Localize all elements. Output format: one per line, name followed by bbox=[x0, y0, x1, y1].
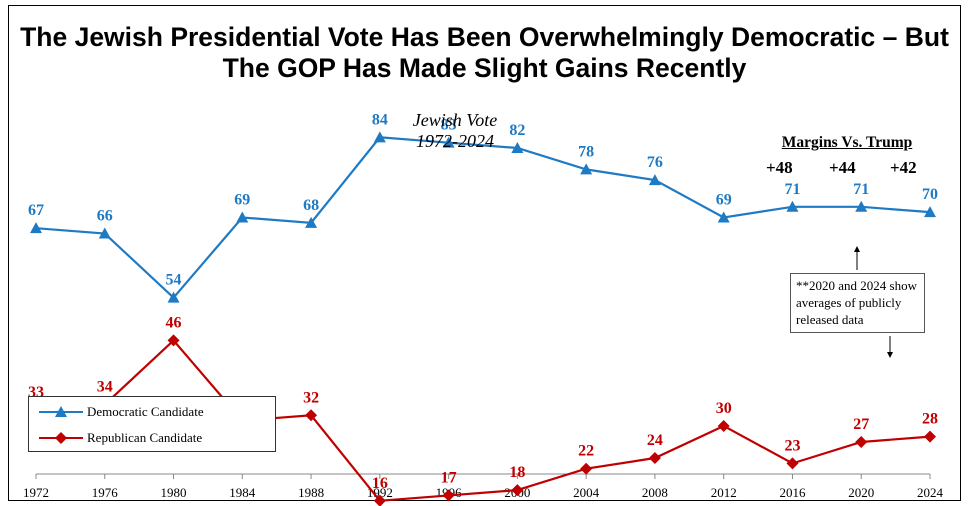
republican-data-label: 22 bbox=[578, 443, 594, 460]
note-box: **2020 and 2024 show averages of publicl… bbox=[790, 273, 925, 333]
democratic-data-label: 83 bbox=[441, 117, 457, 134]
democratic-point bbox=[98, 227, 111, 239]
democratic-point bbox=[305, 216, 318, 228]
republican-data-label: 23 bbox=[784, 437, 800, 454]
democratic-data-label: 82 bbox=[509, 122, 525, 139]
republican-data-label: 34 bbox=[97, 379, 113, 396]
republican-data-label: 46 bbox=[166, 314, 182, 331]
margins-box: Margins Vs. Trump +48 +44 +42 bbox=[752, 134, 942, 177]
republican-point bbox=[305, 409, 318, 422]
republican-point bbox=[373, 494, 386, 506]
democratic-data-label: 68 bbox=[303, 197, 319, 214]
republican-point bbox=[442, 489, 455, 502]
legend-item-republican: Republican Candidate bbox=[37, 429, 202, 447]
legend-republican-swatch bbox=[39, 432, 83, 444]
republican-point bbox=[648, 452, 661, 465]
democratic-point bbox=[511, 142, 524, 154]
democratic-data-label: 78 bbox=[578, 143, 594, 160]
democratic-data-label: 70 bbox=[922, 186, 938, 203]
x-tick-label: 2008 bbox=[642, 485, 668, 500]
democratic-point bbox=[167, 291, 180, 303]
democratic-point bbox=[236, 211, 249, 223]
democratic-point bbox=[648, 174, 661, 186]
republican-point bbox=[580, 462, 593, 475]
x-tick-label: 2024 bbox=[917, 485, 944, 500]
democratic-series-line bbox=[35, 136, 931, 300]
chart-title: The Jewish Presidential Vote Has Been Ov… bbox=[20, 22, 949, 83]
x-tick-label: 1984 bbox=[229, 485, 256, 500]
republican-data-label: 30 bbox=[716, 400, 732, 417]
republican-point bbox=[855, 435, 868, 448]
democratic-data-label: 76 bbox=[647, 154, 663, 171]
democratic-data-label: 71 bbox=[853, 181, 869, 198]
democratic-data-label: 69 bbox=[716, 191, 732, 208]
legend-democratic-label: Democratic Candidate bbox=[87, 404, 204, 419]
x-tick-label: 1976 bbox=[92, 485, 119, 500]
x-tick-label: 1972 bbox=[23, 485, 49, 500]
democratic-data-label: 66 bbox=[97, 208, 113, 225]
republican-point bbox=[511, 484, 524, 497]
democratic-point bbox=[442, 136, 455, 148]
republican-data-label: 27 bbox=[853, 416, 869, 433]
legend: Democratic Candidate Republican Candidat… bbox=[28, 396, 276, 452]
republican-data-label: 28 bbox=[922, 411, 938, 428]
republican-point bbox=[717, 419, 730, 432]
democratic-data-label: 67 bbox=[28, 202, 44, 219]
democratic-point bbox=[717, 211, 730, 223]
chart-subtitle: Jewish Vote 1972-2024 bbox=[340, 110, 570, 152]
democratic-point bbox=[855, 200, 868, 212]
subtitle-line-2: 1972-2024 bbox=[416, 131, 494, 151]
democratic-data-label: 84 bbox=[372, 111, 388, 128]
x-tick-label: 2020 bbox=[848, 485, 874, 500]
legend-democratic-swatch bbox=[39, 406, 83, 417]
republican-data-label: 24 bbox=[647, 432, 663, 449]
x-tick-label: 2004 bbox=[573, 485, 600, 500]
x-tick-label: 2016 bbox=[779, 485, 806, 500]
margin-2016: +48 bbox=[766, 158, 793, 177]
democratic-point bbox=[580, 163, 593, 175]
x-tick-label: 1992 bbox=[367, 485, 393, 500]
democratic-data-label: 54 bbox=[166, 272, 182, 289]
republican-data-label: 17 bbox=[441, 469, 457, 486]
democratic-point bbox=[786, 200, 799, 212]
republican-point bbox=[786, 457, 799, 470]
democratic-point bbox=[373, 131, 386, 143]
margins-title: Margins Vs. Trump bbox=[781, 134, 913, 151]
republican-point bbox=[167, 334, 180, 347]
x-tick-label: 1988 bbox=[298, 485, 324, 500]
margin-2020: +44 bbox=[829, 158, 856, 177]
x-tick-label: 2012 bbox=[711, 485, 737, 500]
republican-data-label: 18 bbox=[509, 464, 525, 481]
democratic-point bbox=[30, 222, 42, 234]
margin-2024: +42 bbox=[890, 158, 917, 177]
republican-series-line bbox=[35, 338, 931, 502]
democratic-data-label: 69 bbox=[234, 191, 250, 208]
subtitle-line-1: Jewish Vote bbox=[412, 110, 498, 130]
republican-data-label: 32 bbox=[303, 389, 319, 406]
note-arrowhead-up bbox=[854, 246, 860, 252]
x-tick-label: 1980 bbox=[161, 485, 187, 500]
legend-item-democratic: Democratic Candidate bbox=[37, 403, 204, 421]
note-arrowhead-down bbox=[887, 352, 893, 358]
legend-republican-label: Republican Candidate bbox=[87, 430, 203, 445]
democratic-data-label: 71 bbox=[784, 181, 800, 198]
republican-point bbox=[924, 430, 936, 443]
republican-data-label: 16 bbox=[372, 475, 388, 492]
democratic-point bbox=[924, 206, 936, 218]
